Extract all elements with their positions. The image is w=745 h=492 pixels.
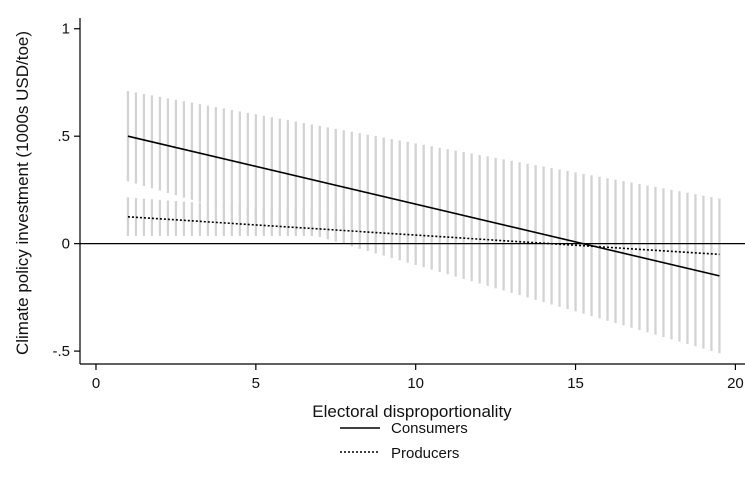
series-line-consumers bbox=[127, 135, 720, 277]
y-tick-label: 0 bbox=[62, 236, 70, 253]
axes: -.50.510 5 10 15 20 bbox=[52, 18, 745, 392]
legend: Consumers Producers bbox=[340, 420, 468, 462]
series-line-producers bbox=[127, 215, 720, 256]
x-tick-label: 10 bbox=[407, 375, 424, 392]
legend-label-consumers: Consumers bbox=[391, 420, 468, 437]
x-tick-label: 0 bbox=[92, 375, 100, 392]
x-tick-label: 5 bbox=[252, 375, 260, 392]
series-lines bbox=[127, 135, 720, 277]
y-axis-title: Climate policy investment (1000s USD/toe… bbox=[13, 31, 32, 355]
x-tick-label: 20 bbox=[727, 375, 744, 392]
legend-label-producers: Producers bbox=[391, 445, 459, 462]
y-tick-label: -.5 bbox=[52, 343, 70, 360]
x-axis-title: Electoral disproportionality bbox=[312, 402, 512, 421]
y-tick-label: .5 bbox=[57, 128, 70, 145]
y-tick-label: 1 bbox=[62, 21, 70, 38]
x-tick-label: 15 bbox=[567, 375, 584, 392]
